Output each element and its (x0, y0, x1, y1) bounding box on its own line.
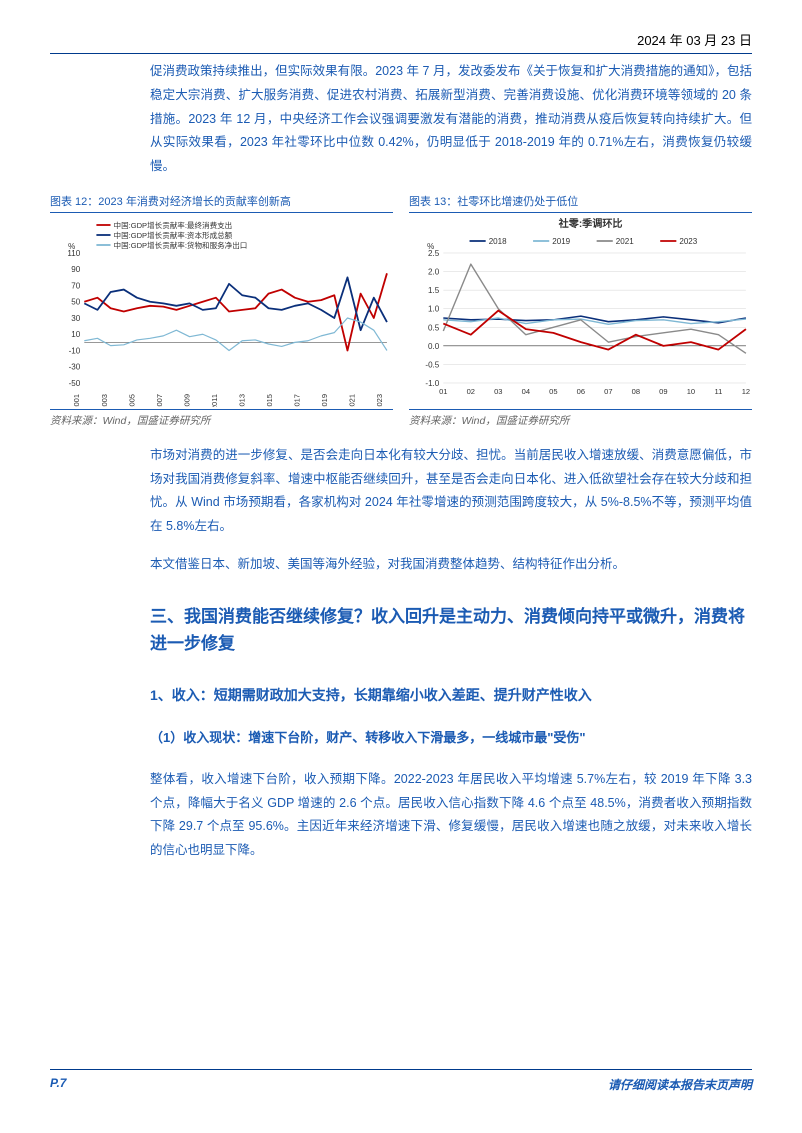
svg-text:01: 01 (439, 387, 447, 396)
svg-text:2023: 2023 (375, 394, 384, 407)
svg-text:2015: 2015 (265, 394, 274, 407)
svg-text:50: 50 (71, 298, 80, 307)
svg-text:-50: -50 (69, 379, 81, 388)
svg-text:-1.0: -1.0 (425, 379, 439, 388)
paragraph-4: 整体看，收入增速下台阶，收入预期下降。2022-2023 年居民收入平均增速 5… (150, 768, 752, 863)
svg-text:03: 03 (494, 387, 502, 396)
svg-text:2019: 2019 (320, 394, 329, 407)
svg-text:10: 10 (687, 387, 695, 396)
svg-text:1.0: 1.0 (428, 304, 440, 313)
svg-text:2023: 2023 (679, 237, 697, 246)
svg-text:1.5: 1.5 (428, 286, 440, 295)
chart-12-source: 资料来源：Wind，国盛证券研究所 (50, 409, 393, 428)
page-footer: P.7 请仔细阅读本报告末页声明 (50, 1069, 752, 1093)
chart-13-title: 图表 13：社零环比增速仍处于低位 (409, 193, 752, 213)
page-date: 2024 年 03 月 23 日 (50, 30, 752, 54)
svg-text:社零:季调环比: 社零:季调环比 (558, 217, 623, 230)
svg-text:0.0: 0.0 (428, 342, 440, 351)
subsection-1-heading: 1、收入：短期需财政加大支持，长期靠缩小收入差距、提升财产性收入 (150, 685, 752, 705)
svg-text:2013: 2013 (237, 394, 246, 407)
svg-text:2017: 2017 (292, 394, 301, 407)
footer-disclaimer: 请仔细阅读本报告末页声明 (608, 1076, 752, 1093)
svg-text:2005: 2005 (127, 394, 136, 407)
svg-text:90: 90 (71, 265, 80, 274)
chart-13-source: 资料来源：Wind，国盛证券研究所 (409, 409, 752, 428)
chart-13-block: 图表 13：社零环比增速仍处于低位 -1.0 -0.5 0.0 0.5 1.0 1.5 2.… (409, 193, 752, 407)
svg-text:%: % (68, 242, 75, 251)
chart-12-title: 图表 12：2023 年消费对经济增长的贡献率创新高 (50, 193, 393, 213)
svg-text:11: 11 (715, 387, 723, 396)
svg-text:-10: -10 (69, 346, 81, 355)
svg-text:10: 10 (71, 330, 80, 339)
paragraph-1: 促消费政策持续推出，但实际效果有限。2023 年 7 月，发改委发布《关于恢复和… (150, 60, 752, 179)
page-number: P.7 (50, 1076, 66, 1093)
chart-13-canvas: -1.0-0.50.00.51.01.52.02.5%0102030405060… (409, 217, 752, 407)
svg-text:2.0: 2.0 (428, 267, 440, 276)
svg-text:07: 07 (604, 387, 612, 396)
svg-text:2018: 2018 (489, 237, 507, 246)
sources-row: 资料来源：Wind，国盛证券研究所 资料来源：Wind，国盛证券研究所 (50, 409, 752, 442)
svg-text:30: 30 (71, 314, 80, 323)
svg-text:05: 05 (549, 387, 557, 396)
svg-text:2019: 2019 (552, 237, 570, 246)
chart-12-block: 图表 12：2023 年消费对经济增长的贡献率创新高 -50 -30 -10 10 30… (50, 193, 393, 407)
svg-text:08: 08 (632, 387, 640, 396)
svg-text:02: 02 (467, 387, 475, 396)
svg-text:-0.5: -0.5 (425, 360, 439, 369)
svg-text:2003: 2003 (100, 394, 109, 407)
svg-text:0.5: 0.5 (428, 323, 440, 332)
svg-text:2007: 2007 (155, 394, 164, 407)
svg-text:中国:GDP增长贡献率:货物和服务净出口: 中国:GDP增长贡献率:货物和服务净出口 (114, 240, 248, 250)
svg-text:中国:GDP增长贡献率:资本形成总额: 中国:GDP增长贡献率:资本形成总额 (114, 230, 233, 240)
svg-text:2021: 2021 (347, 394, 356, 407)
svg-text:中国:GDP增长贡献率:最终消费支出: 中国:GDP增长贡献率:最终消费支出 (114, 220, 233, 230)
paragraph-2: 市场对消费的进一步修复、是否会走向日本化有较大分歧、担忧。当前居民收入增速放缓、… (150, 444, 752, 539)
section-3-heading: 三、我国消费能否继续修复？收入回升是主动力、消费倾向持平或微升，消费将进一步修复 (150, 603, 752, 657)
paragraph-3: 本文借鉴日本、新加坡、美国等海外经验，对我国消费整体趋势、结构特征作出分析。 (150, 553, 752, 577)
charts-row: 图表 12：2023 年消费对经济增长的贡献率创新高 -50 -30 -10 10 30… (50, 193, 752, 407)
svg-text:06: 06 (577, 387, 585, 396)
svg-text:2009: 2009 (182, 394, 191, 407)
svg-text:12: 12 (742, 387, 750, 396)
svg-text:2021: 2021 (616, 237, 634, 246)
svg-text:09: 09 (659, 387, 667, 396)
chart-12-canvas: -50-30-101030507090110%20012003200520072… (50, 217, 393, 407)
svg-text:70: 70 (71, 281, 80, 290)
svg-text:2011: 2011 (210, 394, 219, 407)
svg-text:%: % (427, 242, 434, 251)
svg-text:2001: 2001 (72, 394, 81, 407)
subsection-1-1-heading: （1）收入现状：增速下台阶，财产、转移收入下滑最多，一线城市最"受伤" (150, 727, 752, 746)
svg-text:-30: -30 (69, 363, 81, 372)
svg-text:04: 04 (522, 387, 530, 396)
